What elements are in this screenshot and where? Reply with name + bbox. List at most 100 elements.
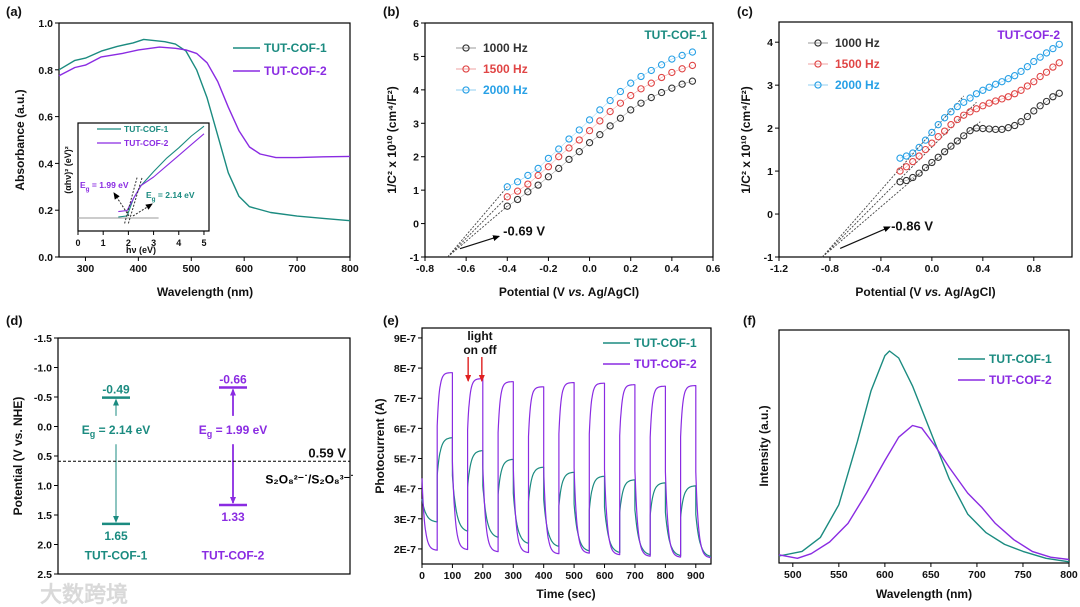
- x-tick-label: 600: [876, 569, 894, 581]
- data-point: [1023, 112, 1032, 121]
- y-tick-label: -1: [410, 252, 419, 264]
- arrow: [459, 235, 501, 250]
- plot-frame: [58, 22, 351, 258]
- data-point: [998, 95, 1006, 103]
- inset-series-line: [118, 125, 205, 218]
- eg-value: = 2.14 eV: [95, 423, 150, 437]
- x-axis-label: Time (sec): [536, 587, 595, 601]
- data-point: [947, 142, 955, 150]
- data-point: [1055, 59, 1063, 67]
- x-tick-label: 500: [784, 569, 802, 581]
- data-point: [513, 187, 522, 195]
- x-tick-label: 0.4: [665, 263, 680, 275]
- x-axis-label-part: vs.: [925, 285, 942, 299]
- y-axis-label: Absorbance (a.u.): [13, 89, 27, 190]
- data-point: [637, 99, 645, 107]
- bandgap-label: Eg = 2.14 eV: [146, 190, 195, 203]
- data-point: [585, 139, 594, 147]
- legend-label: 1500 Hz: [835, 57, 880, 71]
- cb-value-label: -0.66: [219, 373, 247, 387]
- y-axis-label: Photocurrent (A): [373, 398, 387, 493]
- panel-d: -1.5 -1.0 -0.5 0.0 0.5 1.0 1.5 2.0 2.5 (d) Potenti…: [6, 313, 354, 581]
- data-point: [647, 93, 655, 102]
- cb-value-label: -0.49: [102, 383, 130, 397]
- plot-frame: [778, 21, 1073, 258]
- data-point: [940, 114, 949, 122]
- watermark: 大数跨境: [40, 582, 128, 607]
- x-tick-label: 0.2: [623, 263, 638, 275]
- data-point: [657, 73, 666, 82]
- arrow: [132, 203, 153, 217]
- series-1500-Hz: [503, 61, 697, 201]
- data-point: [688, 48, 697, 56]
- y-tick-label: 0.6: [38, 112, 53, 124]
- series-line: [421, 437, 712, 557]
- data-point: [616, 99, 625, 107]
- data-point: [953, 102, 961, 111]
- data-point: [524, 188, 532, 196]
- y-tick-label: 4: [413, 85, 419, 97]
- panel-label: (c): [737, 4, 753, 19]
- legend-marker: [462, 65, 470, 73]
- x-tick-label: -0.8: [821, 263, 839, 275]
- data-point: [627, 79, 635, 87]
- x-axis-label: Potential (V vs. Ag/AgCl): [855, 285, 995, 299]
- annotation-on-off: on off: [463, 343, 497, 357]
- bandgap-label: Eg = 1.99 eV: [199, 423, 268, 439]
- x-tick-label: 5: [201, 238, 206, 248]
- data-point: [637, 72, 645, 81]
- material-name: TUT-COF-1: [85, 548, 148, 562]
- eg-subscript: g: [207, 429, 213, 439]
- x-tick-label: 2: [126, 238, 131, 248]
- data-point: [940, 148, 949, 156]
- data-point: [896, 167, 904, 175]
- x-tick-label: 0.4: [976, 263, 991, 275]
- x-axis-label: Potential (V vs. Ag/AgCl): [499, 285, 639, 299]
- plot-frame: [424, 22, 714, 258]
- y-tick-label: 8E-7: [394, 363, 416, 375]
- data-point: [1042, 68, 1051, 76]
- y-tick-label: -0.5: [34, 392, 52, 404]
- data-point: [606, 107, 614, 116]
- series-1000-Hz: [896, 89, 1063, 186]
- panel-label: (a): [6, 4, 22, 19]
- data-point: [902, 176, 911, 185]
- x-axis-label-part: Potential (V: [855, 285, 924, 299]
- panel-label: (d): [6, 313, 23, 328]
- x-tick-label: 900: [687, 570, 705, 582]
- y-tick-label: 0: [767, 209, 773, 221]
- legend-marker: [814, 39, 822, 47]
- legend-marker: [814, 81, 822, 89]
- data-point: [575, 148, 583, 156]
- data-point: [998, 78, 1006, 86]
- data-point: [934, 121, 942, 129]
- data-point: [668, 68, 676, 77]
- data-point: [909, 173, 917, 182]
- y-tick-label: 0.8: [38, 65, 53, 77]
- series-line: [778, 350, 1070, 563]
- y-tick-label: 4: [767, 37, 773, 49]
- data-point: [565, 135, 573, 143]
- data-point: [524, 180, 532, 188]
- legend-label: TUT-COF-1: [124, 124, 169, 134]
- data-point: [915, 143, 923, 152]
- data-point: [991, 80, 1000, 88]
- legend-label: TUT-COF-2: [989, 373, 1052, 387]
- data-point: [606, 122, 614, 130]
- x-tick-label: 300: [504, 570, 522, 582]
- y-tick-label: 3: [413, 118, 419, 130]
- data-point: [928, 139, 936, 147]
- data-point: [979, 102, 987, 110]
- data-point: [979, 86, 987, 94]
- data-point: [960, 98, 968, 106]
- series-1500-Hz: [896, 59, 1063, 175]
- x-axis-label-part: Ag/AgCl): [585, 285, 639, 299]
- arrow: [113, 192, 130, 217]
- data-point: [606, 96, 614, 105]
- data-point: [585, 126, 594, 135]
- flatband-potential-label: -0.69 V: [503, 223, 545, 238]
- data-point: [575, 136, 583, 144]
- legend-label: 1000 Hz: [483, 41, 528, 55]
